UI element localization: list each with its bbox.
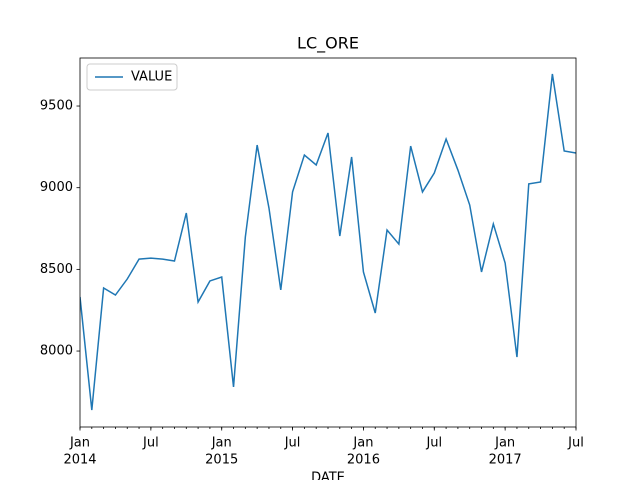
chart-title: LC_ORE xyxy=(297,34,359,54)
x-tick-label: Jan xyxy=(494,436,515,451)
y-tick-label: 9500 xyxy=(40,99,73,114)
y-tick-label: 8500 xyxy=(40,262,73,277)
x-tick-label: Jul xyxy=(284,436,301,451)
x-tick-label: Jan xyxy=(69,436,90,451)
x-tick-label: Jul xyxy=(425,436,442,451)
x-axis-label: DATE xyxy=(311,471,345,480)
legend-label: VALUE xyxy=(131,70,172,85)
x-tick-label: Jul xyxy=(142,436,159,451)
y-tick-label: 8000 xyxy=(40,344,73,359)
x-tick-year-label: 2016 xyxy=(347,453,380,468)
x-tick-label: Jul xyxy=(567,436,584,451)
data-line xyxy=(80,73,576,411)
x-tick-year-label: 2015 xyxy=(205,453,238,468)
y-tick-label: 9000 xyxy=(40,180,73,195)
x-tick-label: Jan xyxy=(352,436,373,451)
x-tick-year-label: 2017 xyxy=(489,453,522,468)
legend-box xyxy=(86,63,178,91)
x-tick-label: Jan xyxy=(211,436,232,451)
x-tick-year-label: 2014 xyxy=(63,453,96,468)
plot-frame xyxy=(79,57,577,428)
